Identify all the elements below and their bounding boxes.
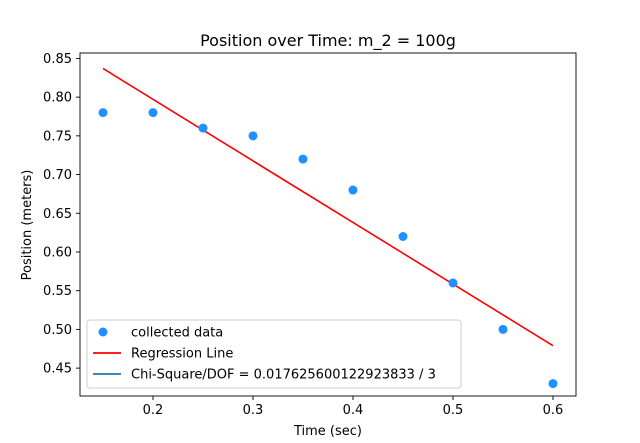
axes: 0.2 0.3 0.4 0.5 0.6 0.45 0.50 0.55 0.60 0.65 0.70 0… xyxy=(43,52,577,418)
x-tick-label: 0.3 xyxy=(243,403,264,418)
data-point xyxy=(148,108,158,118)
data-point xyxy=(298,154,308,164)
chart-title: Position over Time: m_2 = 100g xyxy=(200,31,456,51)
data-point xyxy=(398,232,408,241)
y-axis-label: Position (meters) xyxy=(20,170,35,281)
y-tick-label: 0.75 xyxy=(43,129,72,144)
data-point xyxy=(98,108,108,118)
x-tick-label: 0.5 xyxy=(443,403,464,418)
legend-label: Regression Line xyxy=(131,347,233,362)
data-point xyxy=(248,131,258,141)
plot-area xyxy=(98,67,558,389)
data-point xyxy=(198,123,208,133)
y-tick-label: 0.85 xyxy=(43,52,72,67)
legend-label: Chi-Square/DOF = 0.017625600122923833 / … xyxy=(131,368,436,383)
y-tick-label: 0.70 xyxy=(43,168,72,183)
legend-box xyxy=(86,319,462,389)
regression-line xyxy=(102,67,554,347)
plot-frame xyxy=(79,52,577,397)
y-tick-label: 0.55 xyxy=(43,284,72,299)
y-tick-label: 0.65 xyxy=(43,207,72,222)
legend-marker xyxy=(98,327,108,337)
x-tick-label: 0.4 xyxy=(343,403,364,418)
data-point xyxy=(498,324,508,334)
x-tick-label: 0.2 xyxy=(143,403,164,418)
x-axis-label: Time (sec) xyxy=(293,424,362,439)
y-tick-label: 0.60 xyxy=(43,245,72,260)
y-tick-label: 0.50 xyxy=(43,323,72,338)
data-point xyxy=(348,185,358,195)
x-tick-label: 0.6 xyxy=(543,403,564,418)
data-point xyxy=(548,379,558,389)
legend: collected data Regression Line Chi-Square/… xyxy=(86,319,462,389)
data-point xyxy=(448,278,458,288)
legend-label: collected data xyxy=(131,326,223,341)
y-tick-label: 0.80 xyxy=(43,91,72,106)
y-tick-label: 0.45 xyxy=(43,362,72,377)
